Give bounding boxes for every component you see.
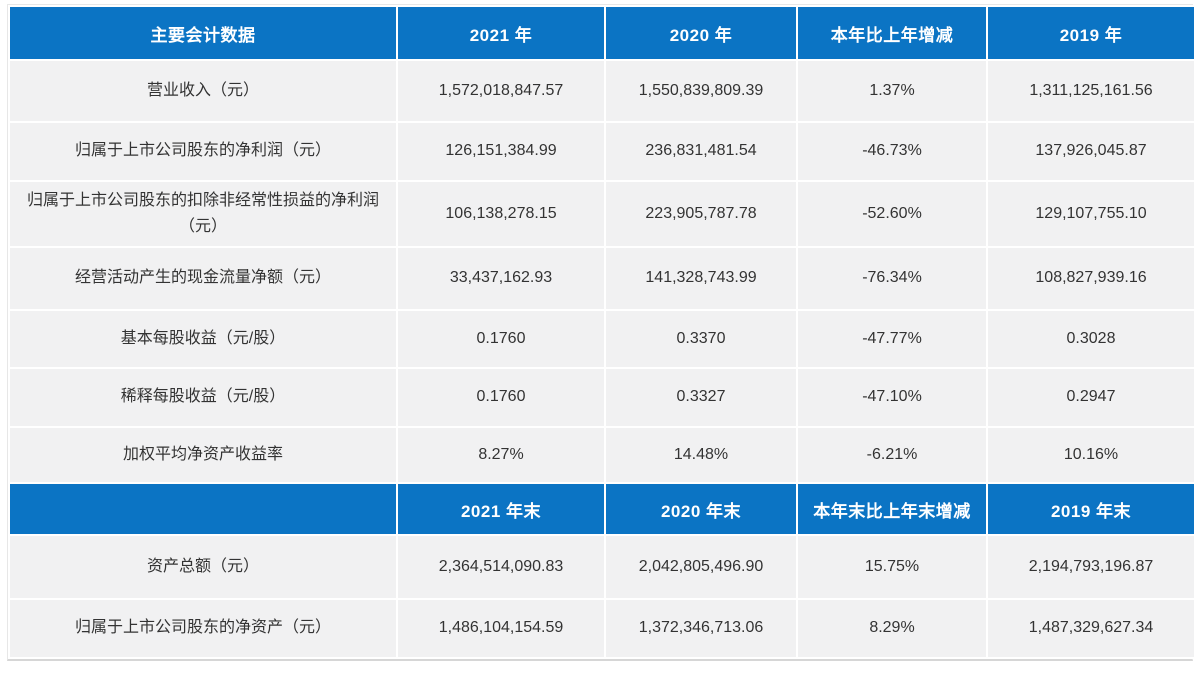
column-header-yoy-change: 本年比上年增减 [796,5,988,61]
cell-change: -6.21% [796,426,988,484]
cell-2021: 0.1760 [396,309,606,369]
cell-2021: 106,138,278.15 [396,180,606,248]
cell-label: 归属于上市公司股东的净利润（元） [8,121,398,182]
cell-2021: 33,437,162.93 [396,246,606,311]
cell-end-change: 15.75% [796,534,988,600]
cell-2020: 14.48% [604,426,798,484]
cell-2021: 0.1760 [396,367,606,428]
cell-2019: 0.3028 [986,309,1196,369]
cell-2019-end: 2,194,793,196.87 [986,534,1196,600]
column-header-2019: 2019 年 [986,5,1196,61]
cell-2019-end: 1,487,329,627.34 [986,598,1196,659]
cell-2020: 236,831,481.54 [604,121,798,182]
cell-change: -47.10% [796,367,988,428]
cell-2021: 8.27% [396,426,606,484]
cell-change: -76.34% [796,246,988,311]
column-header-metric: 主要会计数据 [8,5,398,61]
period-end-header-row: 2021 年末 2020 年末 本年末比上年末增减 2019 年末 [8,482,1196,536]
table-row-net-profit: 归属于上市公司股东的净利润（元） 126,151,384.99 236,831,… [8,121,1196,182]
column-header-2021: 2021 年 [396,5,606,61]
annual-header-row: 主要会计数据 2021 年 2020 年 本年比上年增减 2019 年 [8,5,1196,61]
column-header-blank [8,482,398,536]
cell-2020-end: 2,042,805,496.90 [604,534,798,600]
cell-2019: 0.2947 [986,367,1196,428]
cell-change: -52.60% [796,180,988,248]
cell-label: 加权平均净资产收益率 [8,426,398,484]
cell-2019: 1,311,125,161.56 [986,59,1196,123]
key-accounting-data-table: 主要会计数据 2021 年 2020 年 本年比上年增减 2019 年 营业收入… [8,5,1196,659]
cell-end-change: 8.29% [796,598,988,659]
cell-2019: 108,827,939.16 [986,246,1196,311]
table-row-diluted-eps: 稀释每股收益（元/股） 0.1760 0.3327 -47.10% 0.2947 [8,367,1196,428]
column-header-2021-end: 2021 年末 [396,482,606,536]
cell-2021-end: 2,364,514,090.83 [396,534,606,600]
cell-label: 归属于上市公司股东的净资产（元） [8,598,398,659]
cell-2020: 0.3327 [604,367,798,428]
cell-2020: 223,905,787.78 [604,180,798,248]
column-header-2020-end: 2020 年末 [604,482,798,536]
cell-2019: 129,107,755.10 [986,180,1196,248]
cell-label: 经营活动产生的现金流量净额（元） [8,246,398,311]
cell-change: -47.77% [796,309,988,369]
cell-label: 基本每股收益（元/股） [8,309,398,369]
cell-2020: 141,328,743.99 [604,246,798,311]
cell-2019: 137,926,045.87 [986,121,1196,182]
cell-2021: 126,151,384.99 [396,121,606,182]
cell-label: 资产总额（元） [8,534,398,600]
table-row-total-assets: 资产总额（元） 2,364,514,090.83 2,042,805,496.9… [8,534,1196,600]
table-row-basic-eps: 基本每股收益（元/股） 0.1760 0.3370 -47.77% 0.3028 [8,309,1196,369]
column-header-2020: 2020 年 [604,5,798,61]
table-row-revenue: 营业收入（元） 1,572,018,847.57 1,550,839,809.3… [8,59,1196,123]
table-row-net-assets: 归属于上市公司股东的净资产（元） 1,486,104,154.59 1,372,… [8,598,1196,659]
financial-summary-table: 主要会计数据 2021 年 2020 年 本年比上年增减 2019 年 营业收入… [7,4,1196,661]
cell-label: 归属于上市公司股东的扣除非经常性损益的净利润（元） [8,180,398,248]
cell-label: 营业收入（元） [8,59,398,123]
cell-2019: 10.16% [986,426,1196,484]
cell-label: 稀释每股收益（元/股） [8,367,398,428]
table-row-operating-cash-flow: 经营活动产生的现金流量净额（元） 33,437,162.93 141,328,7… [8,246,1196,311]
cell-2020: 0.3370 [604,309,798,369]
cell-2021-end: 1,486,104,154.59 [396,598,606,659]
column-header-2019-end: 2019 年末 [986,482,1196,536]
cell-2021: 1,572,018,847.57 [396,59,606,123]
table-row-weighted-avg-roe: 加权平均净资产收益率 8.27% 14.48% -6.21% 10.16% [8,426,1196,484]
cell-2020-end: 1,372,346,713.06 [604,598,798,659]
cell-change: -46.73% [796,121,988,182]
cell-change: 1.37% [796,59,988,123]
table-row-net-profit-excl-nonrecurring: 归属于上市公司股东的扣除非经常性损益的净利润（元） 106,138,278.15… [8,180,1196,248]
column-header-end-change: 本年末比上年末增减 [796,482,988,536]
cell-2020: 1,550,839,809.39 [604,59,798,123]
